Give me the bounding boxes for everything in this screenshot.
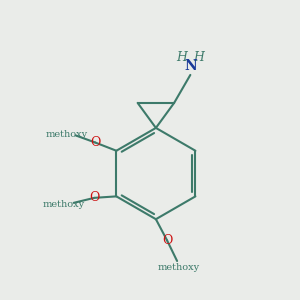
Text: O: O: [89, 191, 100, 204]
Text: methoxy: methoxy: [45, 130, 87, 139]
Text: O: O: [162, 234, 172, 247]
Text: methoxy: methoxy: [158, 263, 200, 272]
Text: H: H: [177, 51, 188, 64]
Text: methoxy: methoxy: [42, 200, 84, 209]
Text: O: O: [90, 136, 101, 149]
Text: N: N: [184, 59, 197, 73]
Text: H: H: [193, 51, 204, 64]
